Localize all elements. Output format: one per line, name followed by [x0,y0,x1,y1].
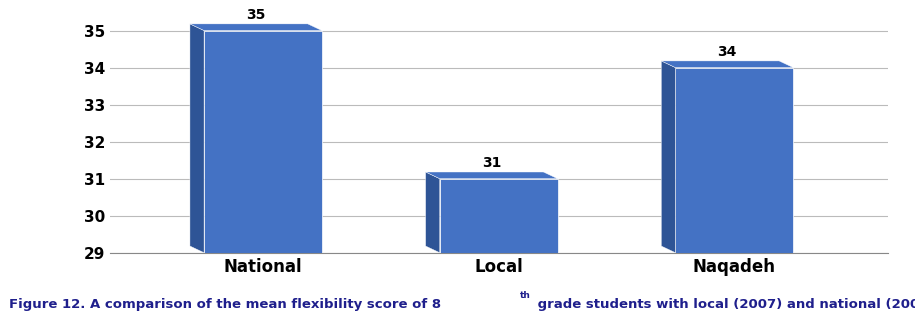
Polygon shape [425,172,440,253]
Bar [440,179,557,253]
Text: Figure 12. A comparison of the mean flexibility score of 8: Figure 12. A comparison of the mean flex… [9,298,441,311]
Text: th: th [520,291,531,300]
Polygon shape [662,61,793,68]
Text: 31: 31 [482,156,501,170]
Text: 34: 34 [717,45,737,59]
Polygon shape [190,24,322,30]
Text: grade students with local (2007) and national (2008) standards: grade students with local (2007) and nat… [533,298,915,311]
Polygon shape [190,24,204,253]
Polygon shape [662,61,675,253]
Polygon shape [425,172,557,179]
Bar [675,68,793,253]
Bar [204,30,322,253]
Text: 35: 35 [246,8,265,22]
